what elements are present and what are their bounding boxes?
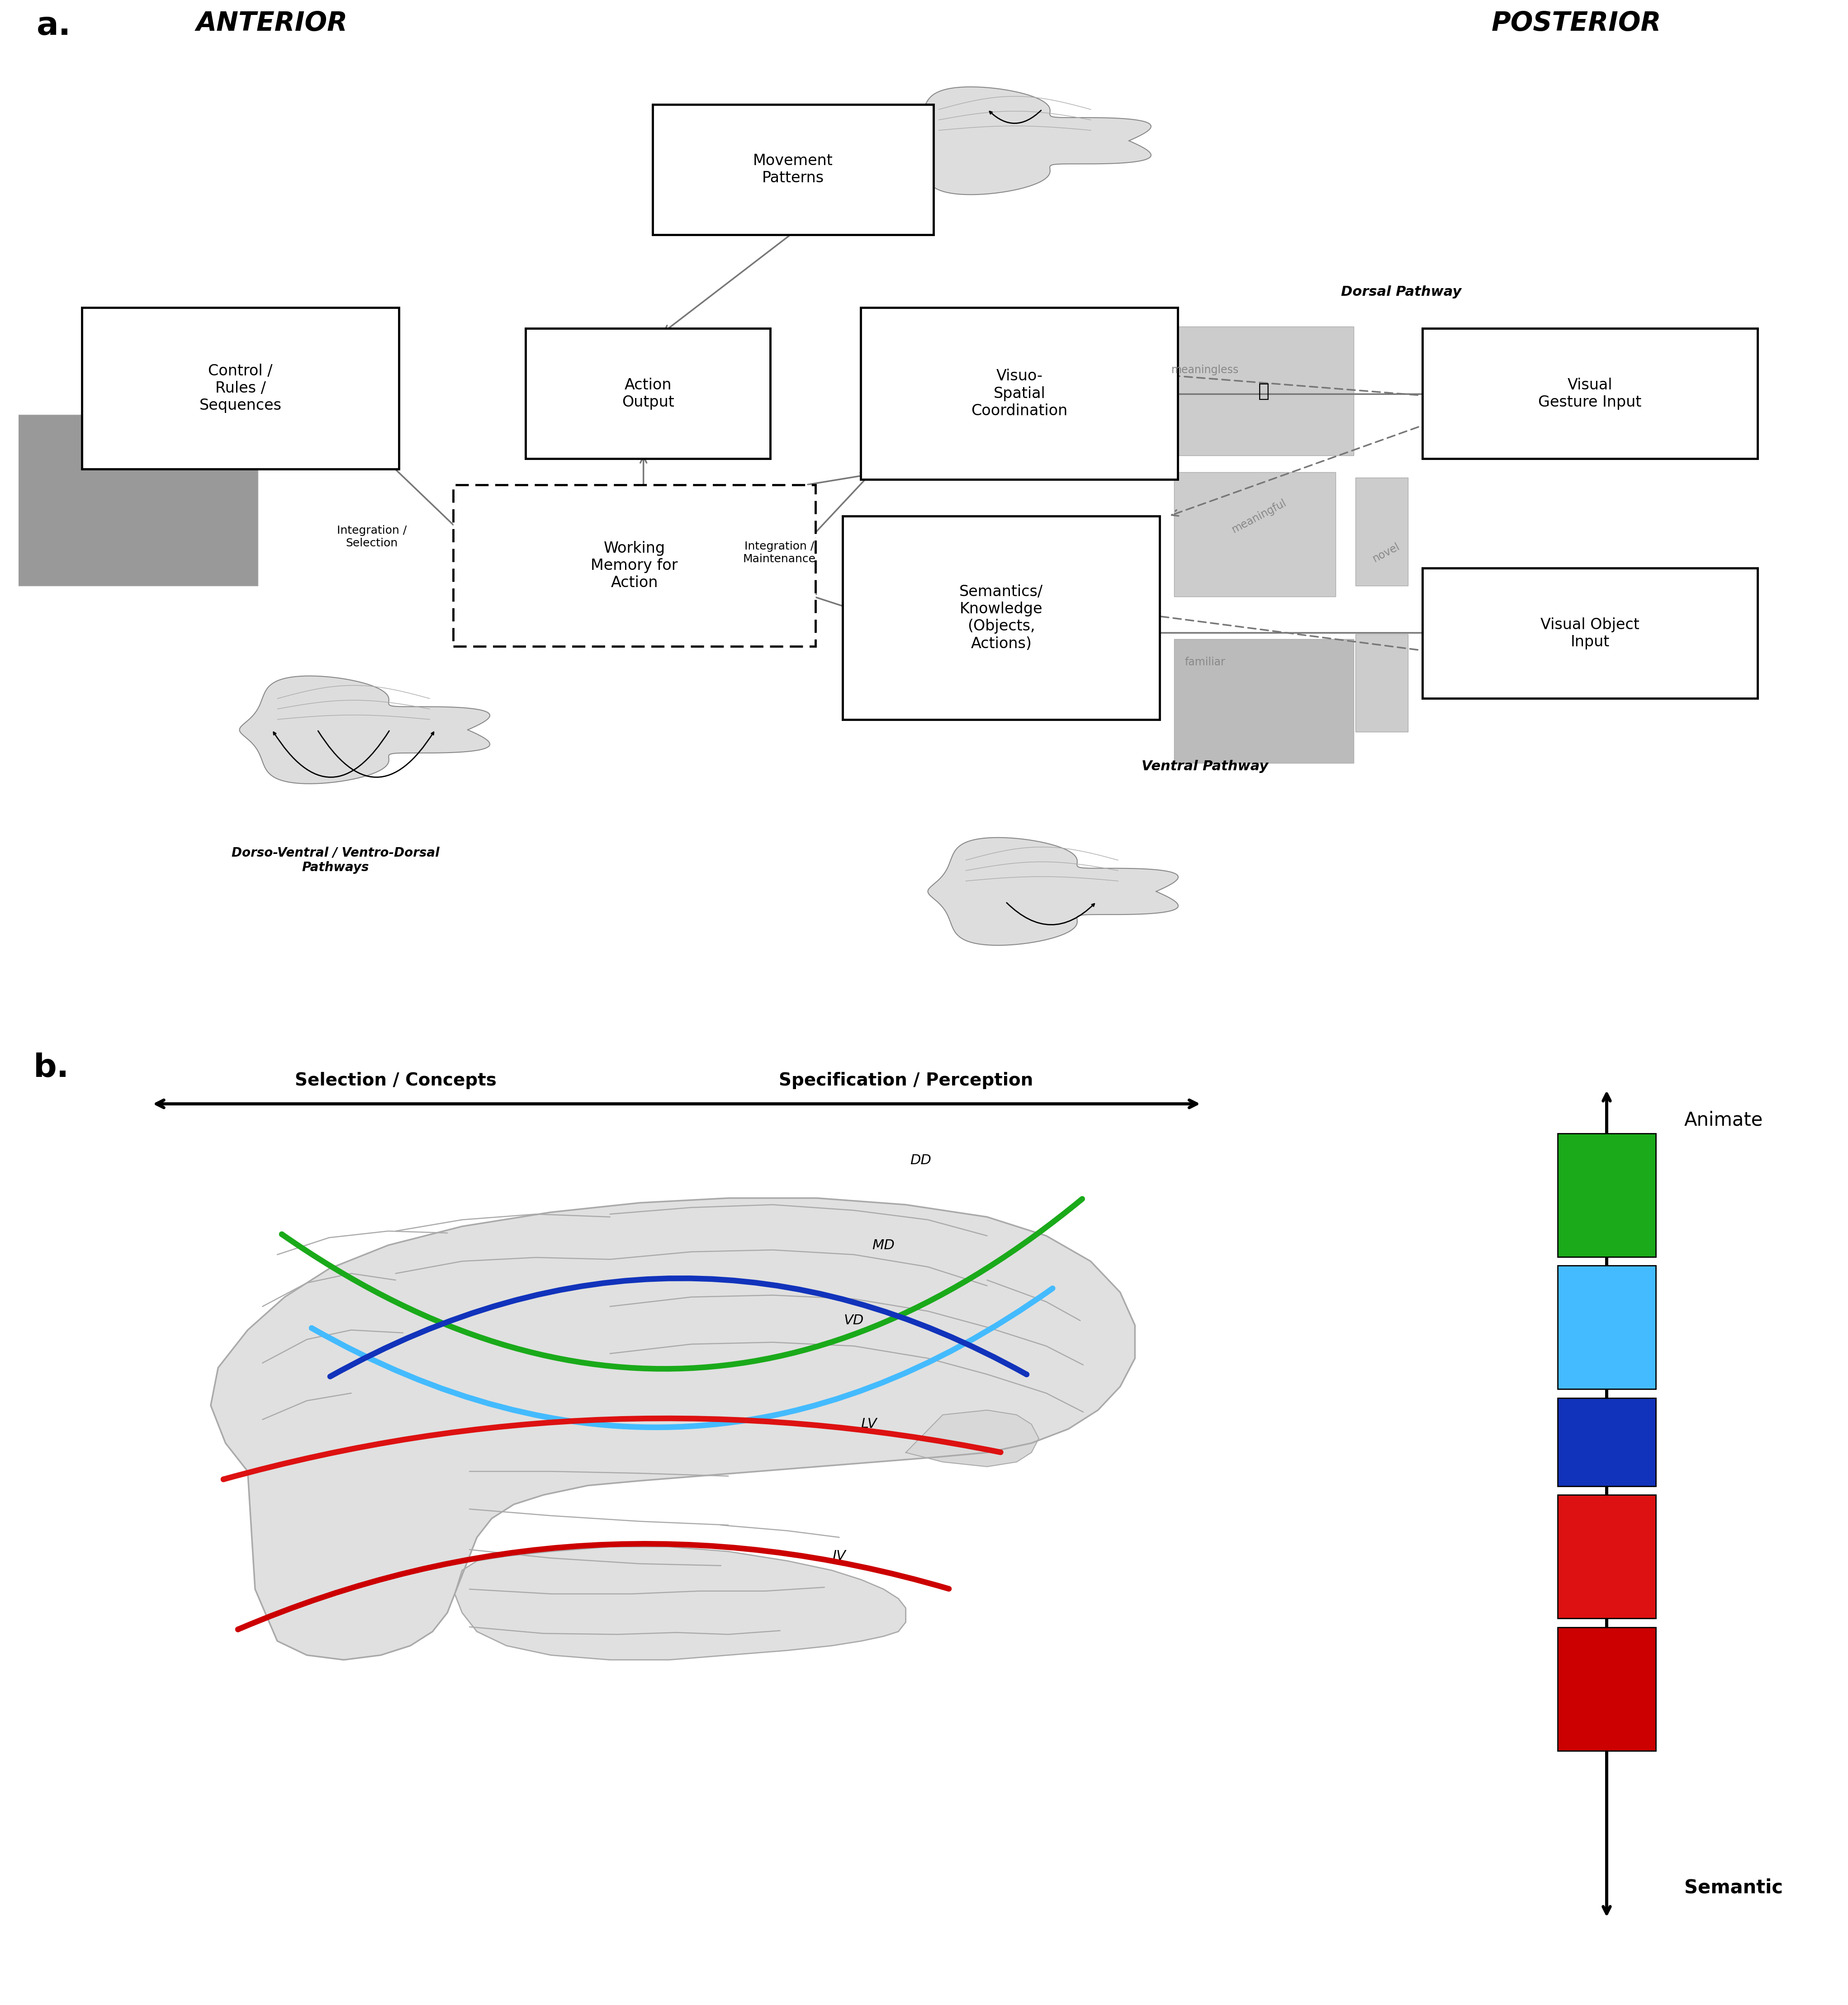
Polygon shape bbox=[900, 86, 1151, 194]
Text: VD: VD bbox=[845, 1313, 863, 1327]
Polygon shape bbox=[455, 1546, 906, 1660]
FancyBboxPatch shape bbox=[15, 415, 257, 585]
FancyBboxPatch shape bbox=[1173, 327, 1353, 455]
Text: Dorsal Pathway: Dorsal Pathway bbox=[1340, 285, 1462, 299]
Polygon shape bbox=[928, 838, 1177, 944]
Bar bbox=[1558, 1133, 1656, 1257]
Text: 👤: 👤 bbox=[1258, 381, 1270, 401]
Polygon shape bbox=[211, 1199, 1135, 1660]
Polygon shape bbox=[240, 676, 490, 784]
Text: familiar: familiar bbox=[1185, 656, 1225, 668]
FancyBboxPatch shape bbox=[1173, 640, 1353, 764]
Text: Semantic: Semantic bbox=[1684, 1879, 1783, 1897]
FancyBboxPatch shape bbox=[1355, 634, 1408, 732]
Bar bbox=[1558, 1628, 1656, 1750]
FancyBboxPatch shape bbox=[652, 104, 933, 235]
Text: meaningless: meaningless bbox=[1172, 365, 1238, 375]
FancyBboxPatch shape bbox=[525, 329, 771, 459]
Text: ANTERIOR: ANTERIOR bbox=[196, 10, 347, 36]
Text: Movement
Patterns: Movement Patterns bbox=[752, 152, 833, 186]
Polygon shape bbox=[906, 1410, 1039, 1468]
FancyBboxPatch shape bbox=[843, 515, 1159, 720]
Text: Action
Output: Action Output bbox=[621, 377, 675, 409]
FancyBboxPatch shape bbox=[81, 307, 399, 469]
Bar bbox=[1558, 1397, 1656, 1486]
Text: Visual
Gesture Input: Visual Gesture Input bbox=[1538, 377, 1641, 409]
FancyBboxPatch shape bbox=[453, 485, 815, 646]
FancyBboxPatch shape bbox=[1173, 473, 1334, 595]
FancyBboxPatch shape bbox=[1423, 567, 1757, 698]
FancyArrowPatch shape bbox=[312, 1289, 1052, 1428]
FancyArrowPatch shape bbox=[281, 1199, 1081, 1369]
Text: Control /
Rules /
Sequences: Control / Rules / Sequences bbox=[200, 363, 281, 413]
Text: Integration /
Selection: Integration / Selection bbox=[336, 525, 407, 549]
Bar bbox=[1558, 1496, 1656, 1618]
FancyBboxPatch shape bbox=[1423, 329, 1757, 459]
Text: MD: MD bbox=[872, 1239, 894, 1251]
Text: Animate: Animate bbox=[1684, 1111, 1763, 1129]
Text: LV: LV bbox=[861, 1418, 876, 1432]
Text: Selection / Concepts: Selection / Concepts bbox=[294, 1073, 497, 1089]
Text: b.: b. bbox=[33, 1053, 68, 1083]
Text: novel: novel bbox=[1371, 541, 1401, 563]
Text: IV: IV bbox=[832, 1550, 846, 1562]
Text: Working
Memory for
Action: Working Memory for Action bbox=[591, 541, 678, 589]
Text: DD: DD bbox=[909, 1153, 931, 1167]
FancyArrowPatch shape bbox=[238, 1544, 948, 1630]
Text: Specification / Perception: Specification / Perception bbox=[778, 1073, 1033, 1089]
Text: POSTERIOR: POSTERIOR bbox=[1491, 10, 1661, 36]
Text: Ventral Pathway: Ventral Pathway bbox=[1142, 760, 1268, 772]
Text: a.: a. bbox=[37, 10, 70, 42]
Text: meaningful: meaningful bbox=[1231, 497, 1288, 535]
FancyArrowPatch shape bbox=[224, 1418, 1000, 1480]
FancyArrowPatch shape bbox=[331, 1279, 1026, 1377]
Text: Integration /
Maintenance: Integration / Maintenance bbox=[743, 541, 815, 563]
Bar bbox=[1558, 1265, 1656, 1389]
Text: Semantics/
Knowledge
(Objects,
Actions): Semantics/ Knowledge (Objects, Actions) bbox=[959, 583, 1042, 652]
Text: Visual Object
Input: Visual Object Input bbox=[1539, 618, 1639, 650]
Text: Dorso-Ventral / Ventro-Dorsal
Pathways: Dorso-Ventral / Ventro-Dorsal Pathways bbox=[231, 846, 440, 874]
Text: Visuo-
Spatial
Coordination: Visuo- Spatial Coordination bbox=[970, 369, 1068, 419]
FancyBboxPatch shape bbox=[861, 307, 1177, 479]
FancyBboxPatch shape bbox=[1355, 477, 1408, 585]
